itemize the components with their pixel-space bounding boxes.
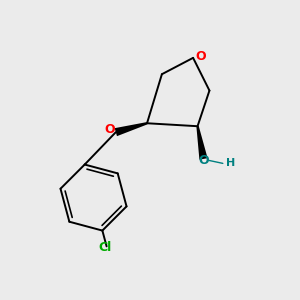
- Text: H: H: [226, 158, 235, 168]
- Text: O: O: [105, 123, 115, 136]
- Text: O: O: [195, 50, 206, 63]
- Text: Cl: Cl: [98, 241, 112, 254]
- Text: O: O: [198, 154, 209, 167]
- Polygon shape: [115, 122, 147, 136]
- Polygon shape: [196, 126, 208, 160]
